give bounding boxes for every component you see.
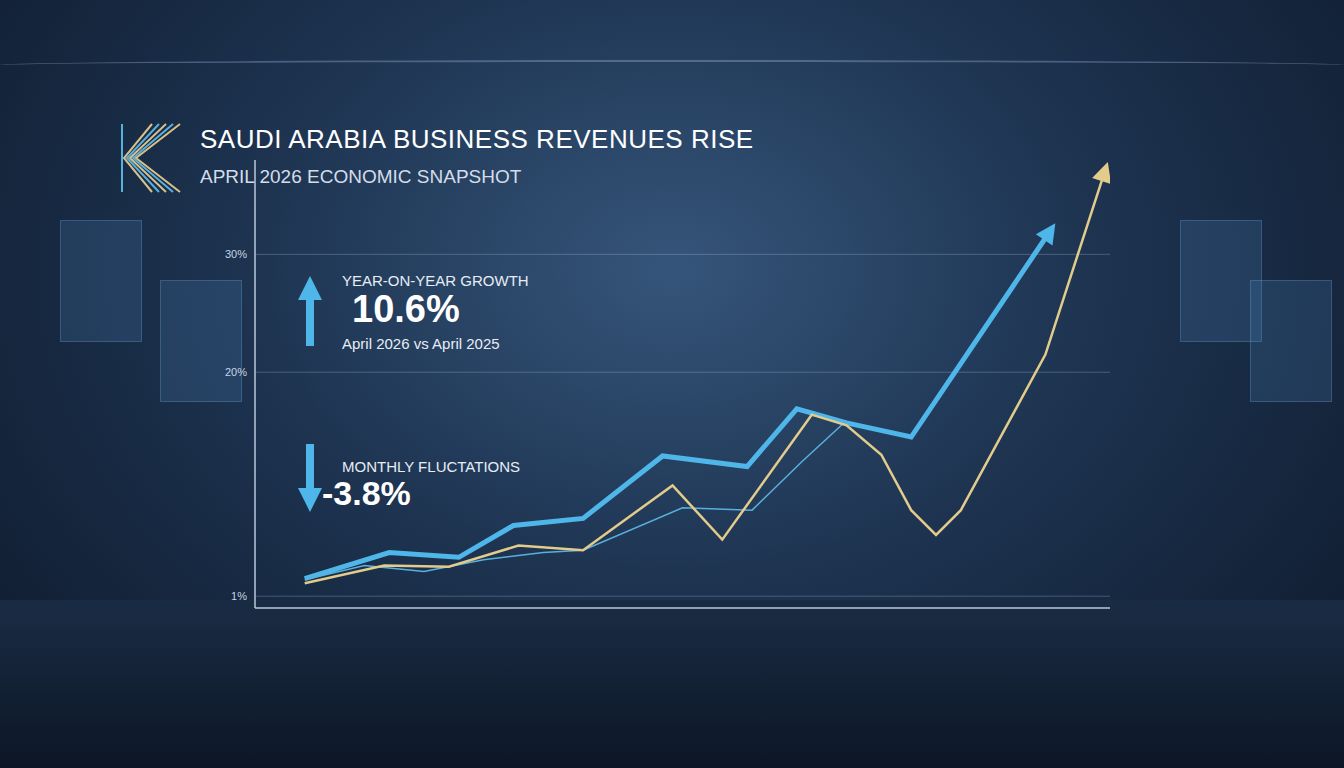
svg-text:1%: 1% (231, 590, 247, 602)
html-text:10.6%: 10.6% (352, 288, 460, 330)
html-text:April 2026 vs April 2025: April 2026 vs April 2025 (342, 334, 500, 352)
html-text:MONTHLY FLUCTATIONS: MONTHLY FLUCTATIONS (342, 458, 521, 475)
html-text:APRIL 2026 ECONOMIC SNAPSHOT: APRIL 2026 ECONOMIC SNAPSHOT (200, 166, 522, 187)
html-text:-3.8%: -3.8% (322, 474, 411, 512)
svg-text:30%: 30% (225, 248, 247, 260)
html-text:YEAR-ON-YEAR GROWTH: YEAR-ON-YEAR GROWTH (342, 272, 529, 289)
svg-text:20%: 20% (225, 366, 247, 378)
html-text:SAUDI ARABIA BUSINESS REVENUES: SAUDI ARABIA BUSINESS REVENUES RISE (200, 124, 754, 154)
